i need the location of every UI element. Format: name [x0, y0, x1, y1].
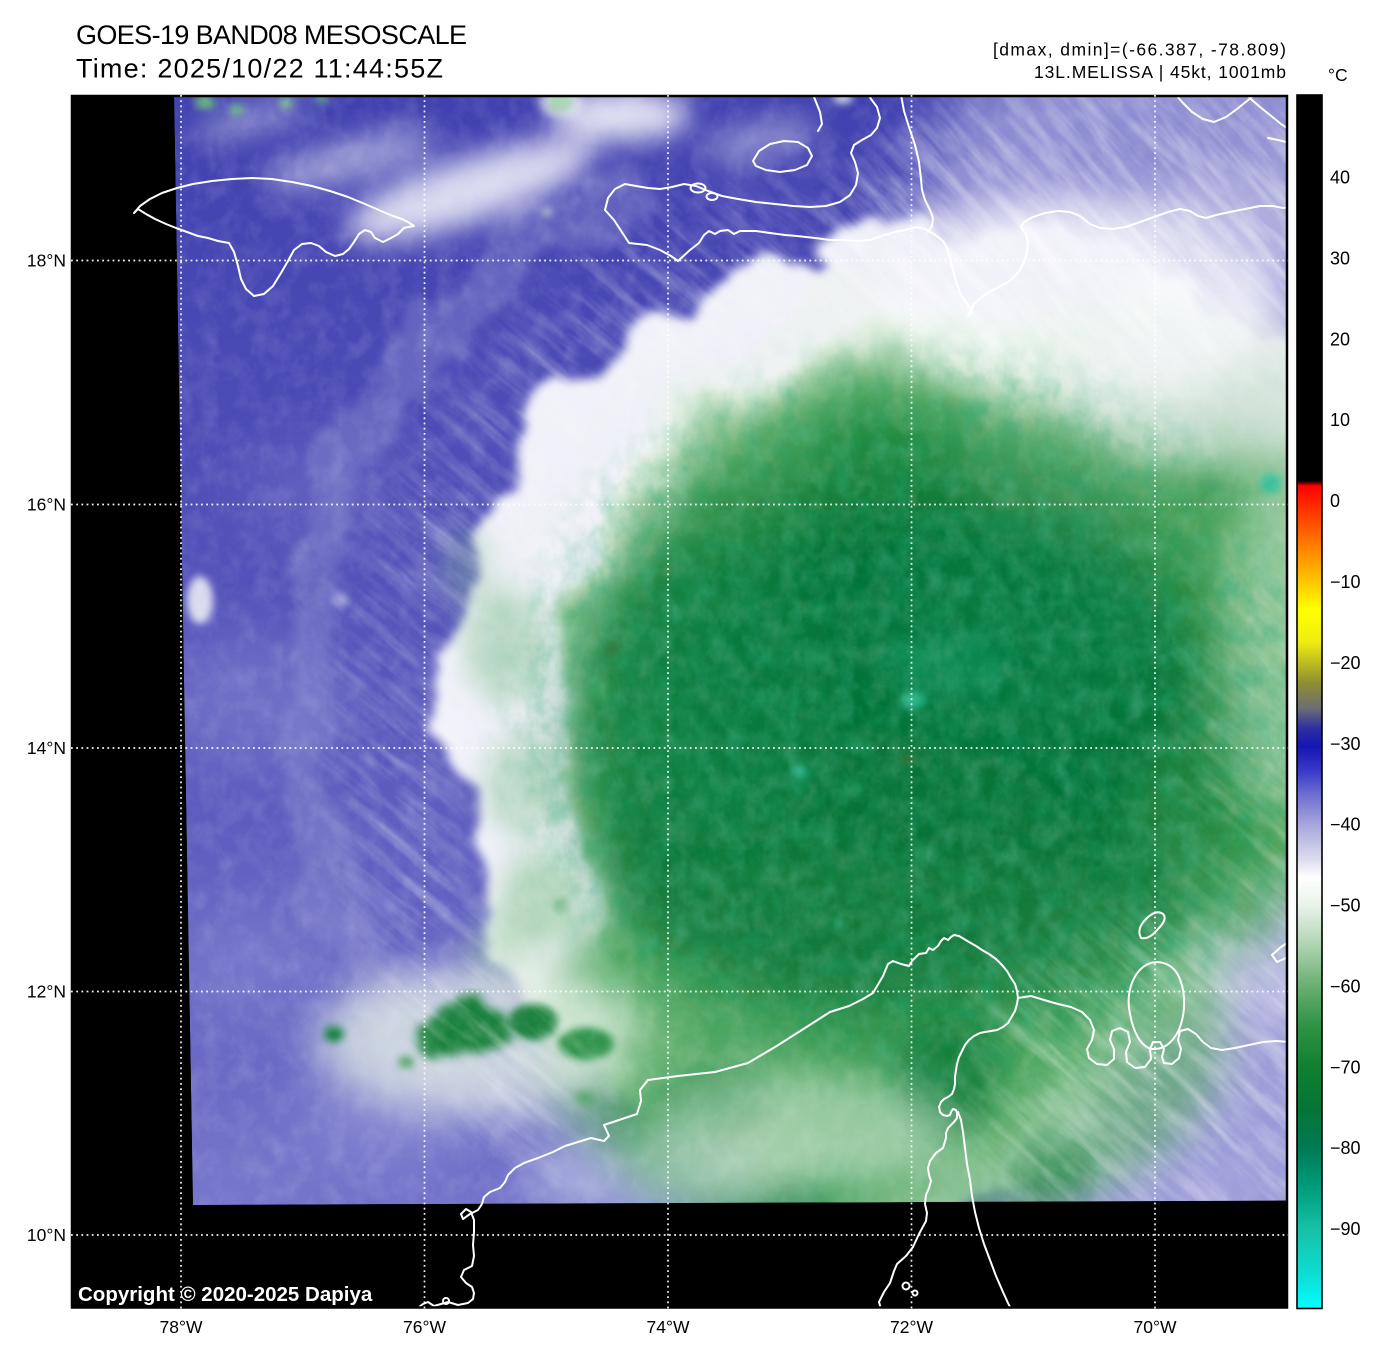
svg-text:0: 0 — [1330, 491, 1340, 511]
svg-text:−20: −20 — [1330, 653, 1361, 673]
svg-text:Time: 2025/10/22 11:44:55Z: Time: 2025/10/22 11:44:55Z — [76, 54, 443, 84]
svg-text:−10: −10 — [1330, 572, 1361, 592]
svg-text:70°W: 70°W — [1134, 1317, 1177, 1337]
svg-text:12°N: 12°N — [27, 982, 66, 1002]
svg-text:20: 20 — [1330, 329, 1350, 349]
svg-text:Copyright © 2020-2025 Dapiya: Copyright © 2020-2025 Dapiya — [78, 1283, 373, 1306]
svg-text:72°W: 72°W — [890, 1317, 933, 1337]
svg-text:30: 30 — [1330, 248, 1350, 268]
svg-text:13L.MELISSA | 45kt, 1001mb: 13L.MELISSA | 45kt, 1001mb — [1034, 62, 1286, 82]
svg-text:−60: −60 — [1330, 976, 1361, 996]
svg-text:−40: −40 — [1330, 815, 1361, 835]
svg-text:[dmax, dmin]=(-66.387, -78.809: [dmax, dmin]=(-66.387, -78.809) — [993, 40, 1286, 60]
svg-text:16°N: 16°N — [27, 495, 66, 515]
svg-text:−50: −50 — [1330, 896, 1361, 916]
svg-text:−90: −90 — [1330, 1219, 1361, 1239]
svg-text:−80: −80 — [1330, 1138, 1361, 1158]
svg-text:14°N: 14°N — [27, 738, 66, 758]
svg-text:74°W: 74°W — [647, 1317, 690, 1337]
svg-text:10°N: 10°N — [27, 1225, 66, 1245]
svg-text:−30: −30 — [1330, 734, 1361, 754]
svg-text:°C: °C — [1328, 65, 1348, 85]
svg-text:78°W: 78°W — [160, 1317, 203, 1337]
svg-text:−70: −70 — [1330, 1057, 1361, 1077]
svg-text:GOES-19 BAND08 MESOSCALE: GOES-19 BAND08 MESOSCALE — [76, 20, 467, 50]
svg-text:18°N: 18°N — [27, 251, 66, 271]
svg-text:76°W: 76°W — [403, 1317, 446, 1337]
svg-text:10: 10 — [1330, 410, 1350, 430]
svg-text:40: 40 — [1330, 168, 1350, 188]
